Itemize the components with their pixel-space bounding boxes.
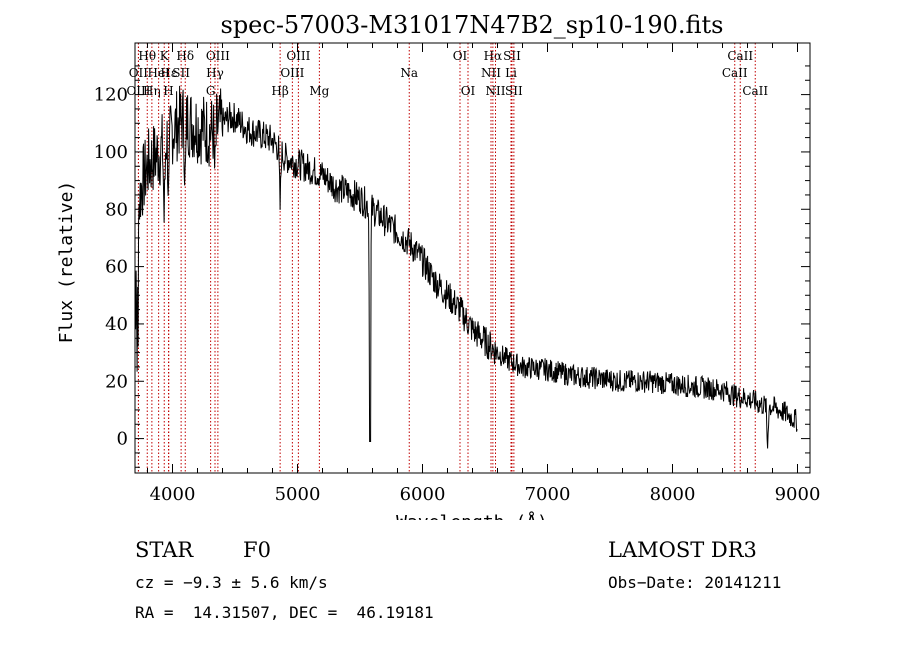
coordinates: RA = 14.31507, DEC = 46.19181 <box>135 603 434 622</box>
spectrum-chart: spec-57003-M31017N47B2_sp10-190.fits Wav… <box>56 11 821 520</box>
line-marker-label-15: OIII <box>280 66 304 80</box>
line-marker-label-20: Hα <box>484 49 503 63</box>
line-marker-label-0: Hθ <box>138 49 156 63</box>
plot-frame <box>134 42 811 474</box>
x-tick-label-1: 5000 <box>275 484 321 505</box>
line-marker-label-3: Hη <box>143 84 161 98</box>
line-marker-label-22: NII <box>486 84 506 98</box>
y-tick-label-1: 20 <box>105 371 128 392</box>
observation-date: Obs−Date: 20141211 <box>608 573 782 592</box>
line-marker-label-6: SII <box>172 66 190 80</box>
chart-title: spec-57003-M31017N47B2_sp10-190.fits <box>221 11 724 39</box>
x-tick-label-4: 8000 <box>650 484 696 505</box>
line-marker-label-11: Hγ <box>206 66 224 80</box>
line-marker-label-17: Na <box>400 66 418 80</box>
line-marker-label-28: CaII <box>742 84 768 98</box>
line-marker-label-8: H <box>163 84 173 98</box>
object-class: STAR <box>135 538 194 562</box>
y-tick-label-4: 80 <box>105 199 128 220</box>
redshift-velocity: cz = −9.3 ± 5.6 km/s <box>135 573 328 592</box>
line-marker-label-2: OIII <box>126 84 150 98</box>
line-marker-label-27: CaII <box>722 66 748 80</box>
y-tick-label-6: 120 <box>94 85 128 106</box>
line-marker-label-19: OI <box>461 84 476 98</box>
x-tick-label-2: 6000 <box>400 484 446 505</box>
line-marker-label-18: OI <box>453 49 468 63</box>
spectrum-line <box>135 85 798 449</box>
line-marker-label-10: OIII <box>206 49 230 63</box>
x-axis-label: Wavelength (Å) <box>396 511 548 520</box>
x-tick-label-5: 9000 <box>775 484 821 505</box>
line-marker-label-16: Mg <box>309 84 329 98</box>
line-marker-label-1: OII <box>129 66 149 80</box>
y-tick-label-2: 40 <box>105 314 128 335</box>
y-tick-label-3: 60 <box>105 257 128 278</box>
line-marker-label-5: K <box>160 49 170 63</box>
line-marker-label-4: HeI <box>147 66 170 80</box>
line-marker-label-23: SII <box>503 49 521 63</box>
line-marker-label-7: Hε <box>160 66 177 80</box>
line-marker-label-12: G <box>206 84 216 98</box>
line-marker-label-14: OIII <box>286 49 310 63</box>
x-tick-label-3: 7000 <box>525 484 571 505</box>
survey-label: LAMOST DR3 <box>608 538 757 562</box>
line-marker-label-25: SII <box>505 84 523 98</box>
line-marker-label-13: Hβ <box>271 84 288 98</box>
y-tick-label-0: 0 <box>117 429 128 450</box>
line-marker-label-21: NII <box>481 66 501 80</box>
object-subclass: F0 <box>243 538 271 562</box>
y-tick-label-5: 100 <box>94 142 128 163</box>
x-tick-label-0: 4000 <box>150 484 196 505</box>
line-marker-label-26: CaII <box>727 49 753 63</box>
y-axis-label: Flux (relative) <box>56 181 77 344</box>
line-marker-label-9: Hδ <box>176 49 194 63</box>
line-marker-label-24: Li <box>505 66 517 80</box>
